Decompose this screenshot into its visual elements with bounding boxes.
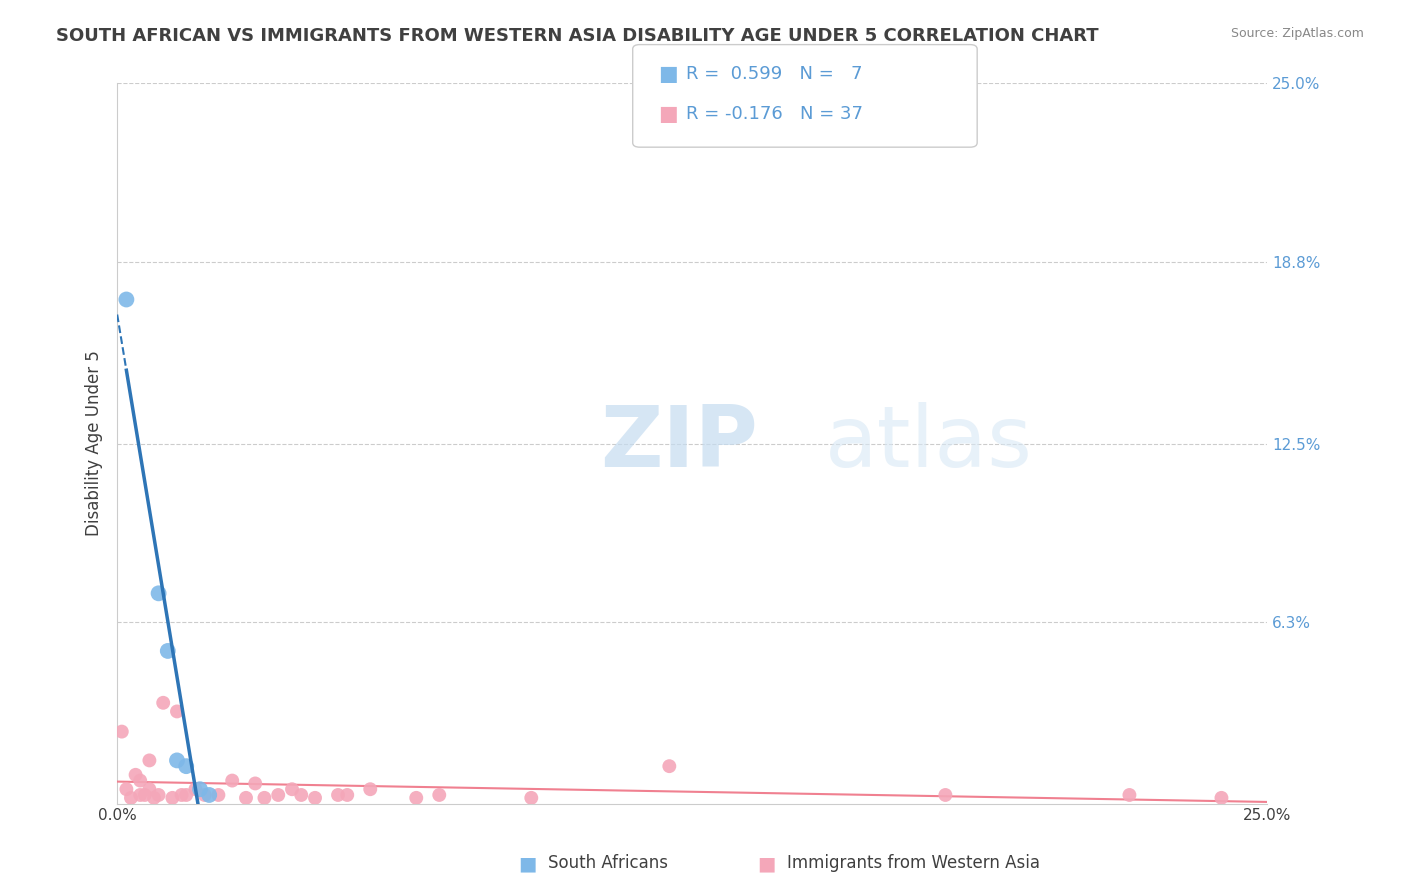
Point <box>138 782 160 797</box>
Point <box>326 788 349 802</box>
Point <box>290 788 312 802</box>
Point <box>245 776 267 790</box>
Point <box>427 788 450 802</box>
Text: ■: ■ <box>658 64 678 84</box>
Text: South Africans: South Africans <box>548 855 668 872</box>
Point <box>221 773 243 788</box>
Point <box>156 644 179 658</box>
Point <box>267 788 290 802</box>
Point <box>207 788 229 802</box>
Point <box>658 759 681 773</box>
Point <box>148 788 170 802</box>
Text: R =  0.599   N =   7: R = 0.599 N = 7 <box>686 65 863 83</box>
Point <box>148 586 170 600</box>
Point <box>162 790 184 805</box>
Text: atlas: atlas <box>824 402 1032 485</box>
Point <box>111 724 134 739</box>
Point <box>1118 788 1140 802</box>
Point <box>115 293 138 307</box>
Point <box>174 788 197 802</box>
Text: ■: ■ <box>658 104 678 124</box>
Point <box>152 696 174 710</box>
Point <box>304 790 326 805</box>
Point <box>166 705 188 719</box>
Point <box>520 790 543 805</box>
Point <box>1211 790 1233 805</box>
Point <box>281 782 304 797</box>
Text: ■: ■ <box>756 854 776 873</box>
Text: ■: ■ <box>517 854 537 873</box>
Point <box>188 782 211 797</box>
Text: Immigrants from Western Asia: Immigrants from Western Asia <box>787 855 1040 872</box>
Point <box>129 773 152 788</box>
Point <box>198 788 221 802</box>
Point <box>194 788 217 802</box>
Point <box>235 790 257 805</box>
Point <box>184 782 207 797</box>
Point <box>170 788 193 802</box>
Point <box>138 753 160 767</box>
Point <box>120 790 142 805</box>
Text: SOUTH AFRICAN VS IMMIGRANTS FROM WESTERN ASIA DISABILITY AGE UNDER 5 CORRELATION: SOUTH AFRICAN VS IMMIGRANTS FROM WESTERN… <box>56 27 1099 45</box>
Point <box>115 782 138 797</box>
Point <box>134 788 156 802</box>
Y-axis label: Disability Age Under 5: Disability Age Under 5 <box>86 351 103 536</box>
Point <box>129 788 152 802</box>
Point <box>934 788 956 802</box>
Point <box>253 790 276 805</box>
Point <box>174 759 197 773</box>
Point <box>124 768 146 782</box>
Point <box>166 753 188 767</box>
Point <box>405 790 427 805</box>
Point <box>143 790 166 805</box>
Text: ZIP: ZIP <box>600 402 758 485</box>
Point <box>336 788 359 802</box>
Text: R = -0.176   N = 37: R = -0.176 N = 37 <box>686 105 863 123</box>
Text: Source: ZipAtlas.com: Source: ZipAtlas.com <box>1230 27 1364 40</box>
Point <box>359 782 381 797</box>
